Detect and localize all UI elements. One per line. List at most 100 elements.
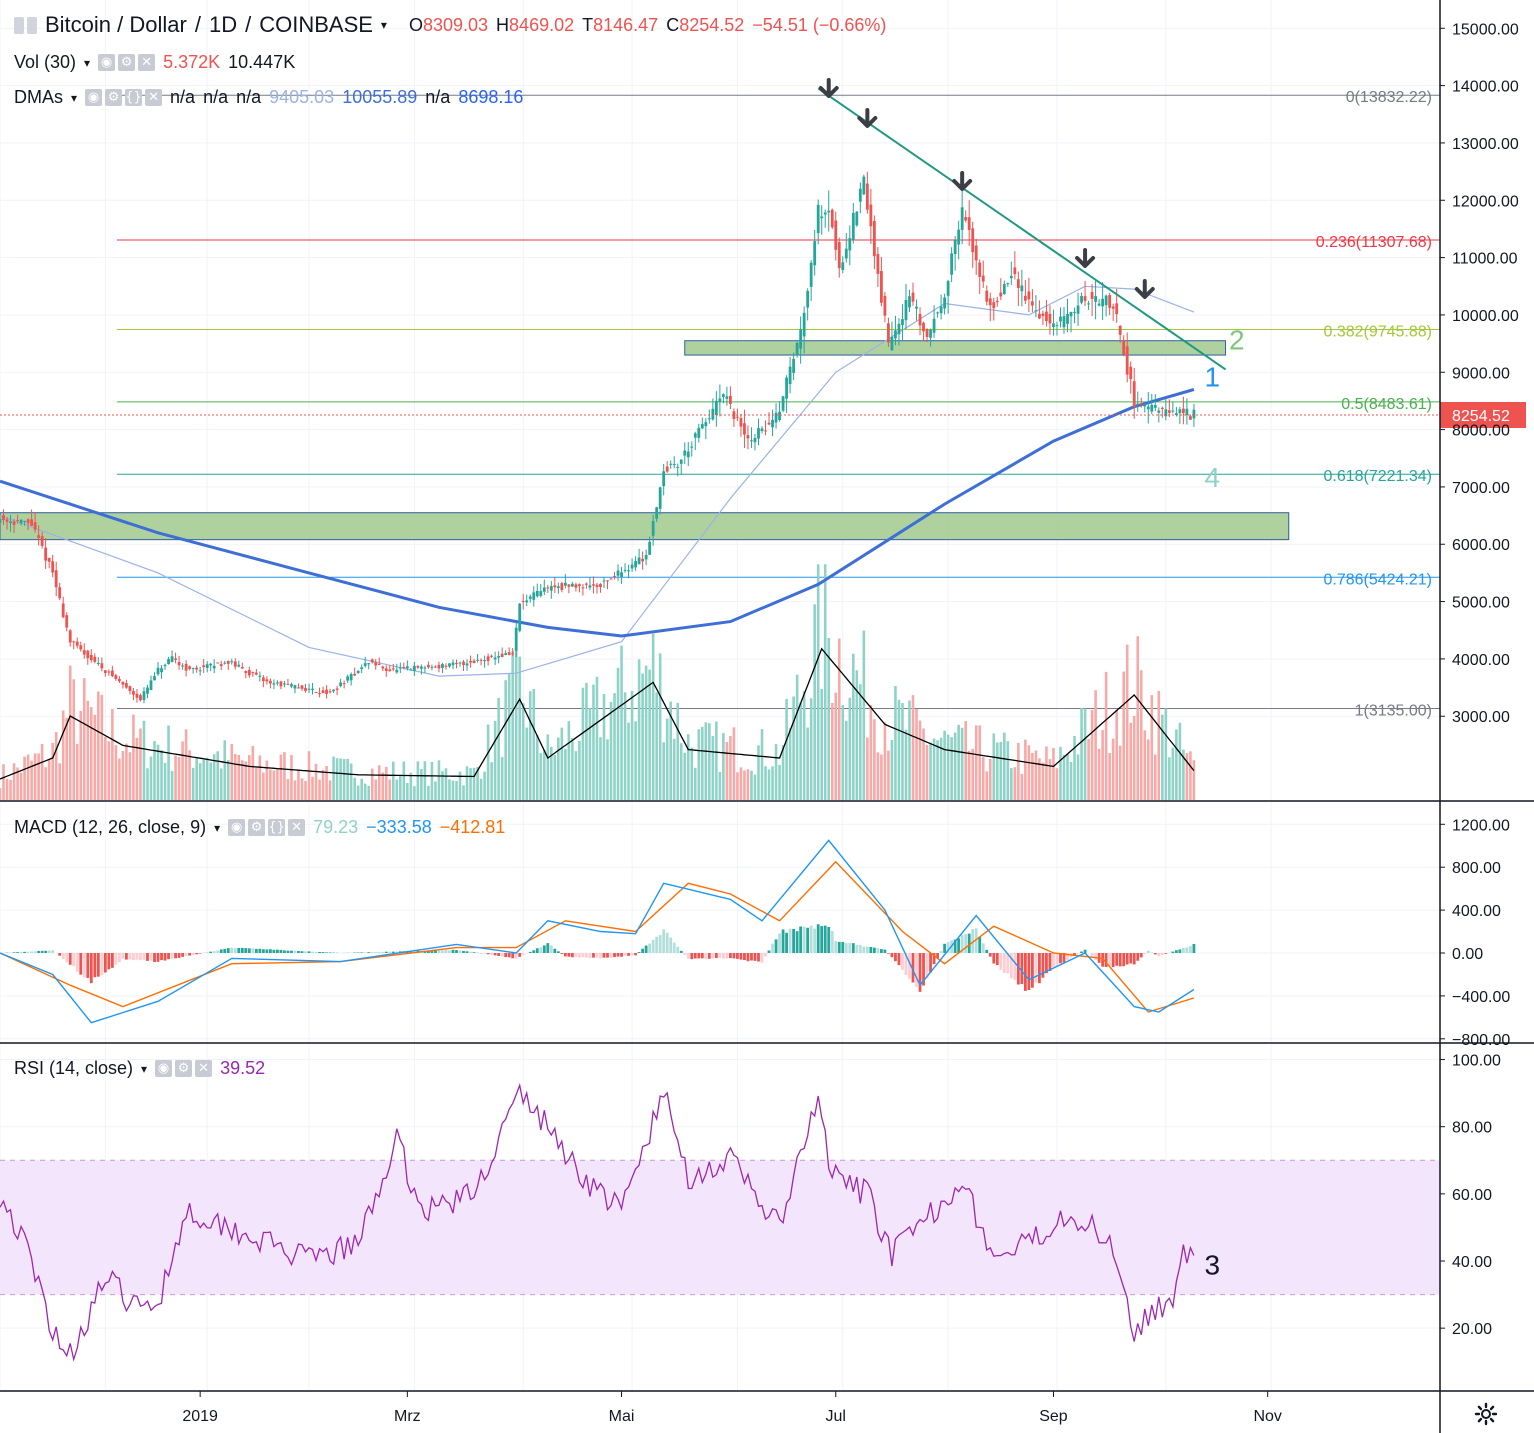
- macd-histogram-bar: [599, 953, 602, 959]
- volume-bar: [497, 697, 500, 800]
- candle-body: [837, 241, 841, 269]
- eye-icon[interactable]: ◉: [98, 54, 116, 71]
- candle-body: [149, 680, 153, 691]
- volume-bar: [297, 769, 300, 800]
- volume-bar: [198, 763, 202, 800]
- macd-histogram-bar: [500, 953, 504, 957]
- candle-body: [1059, 316, 1062, 322]
- candle-body: [388, 669, 392, 672]
- macd-histogram-bar: [567, 953, 571, 957]
- candle-body: [644, 554, 648, 560]
- symbol-icon: [14, 16, 37, 34]
- chevron-down-icon[interactable]: ▾: [71, 90, 78, 105]
- candle-body: [167, 658, 170, 665]
- code-icon[interactable]: {}: [125, 89, 143, 106]
- macd-histogram-bar: [251, 948, 255, 953]
- candle-body: [739, 418, 743, 427]
- candle-body: [198, 670, 202, 672]
- macd-histogram-bar: [1002, 953, 1006, 973]
- rsi-controls[interactable]: ◉ ⚙ ✕: [155, 1060, 213, 1077]
- symbol-name[interactable]: Bitcoin / Dollar: [45, 12, 187, 37]
- macd-histogram-bar: [560, 953, 564, 954]
- gear-icon[interactable]: ⚙: [118, 54, 136, 71]
- exchange[interactable]: COINBASE: [259, 12, 373, 37]
- volume-bar: [121, 751, 125, 800]
- chevron-down-icon[interactable]: ▾: [141, 1061, 148, 1076]
- candle-body: [1118, 326, 1122, 335]
- down-arrow-icon: [857, 108, 878, 128]
- chevron-down-icon[interactable]: ▾: [84, 55, 91, 70]
- volume-bar: [363, 783, 367, 800]
- candle-body: [764, 430, 767, 432]
- close-icon[interactable]: ✕: [145, 89, 163, 106]
- vol-controls[interactable]: ◉ ⚙ ✕: [98, 54, 156, 71]
- eye-icon[interactable]: ◉: [155, 1060, 173, 1077]
- volume-bar: [799, 702, 802, 800]
- candle-body: [707, 418, 711, 420]
- close-icon[interactable]: ✕: [288, 819, 306, 836]
- volume-bar: [525, 727, 529, 800]
- dmas-label[interactable]: DMAs: [14, 87, 63, 107]
- volume-bar: [764, 766, 767, 800]
- volume-bar: [795, 674, 799, 800]
- candle-body: [950, 253, 954, 275]
- volume-bar: [1024, 739, 1027, 800]
- candle-body: [486, 656, 490, 662]
- chevron-down-icon[interactable]: ▾: [214, 820, 221, 835]
- macd-histogram-bar: [851, 943, 855, 953]
- volume-bar: [360, 778, 363, 800]
- candle-body: [792, 358, 796, 373]
- macd-histogram-bar: [412, 950, 416, 953]
- macd-label[interactable]: MACD (12, 26, close, 9): [14, 817, 207, 837]
- rsi-label[interactable]: RSI (14, close): [14, 1058, 134, 1078]
- gear-icon[interactable]: ⚙: [248, 819, 266, 836]
- candle-body: [33, 522, 37, 530]
- eye-icon[interactable]: ◉: [85, 89, 103, 106]
- macd-histogram-bar: [153, 953, 156, 963]
- close-icon[interactable]: ✕: [138, 54, 156, 71]
- volume-bar: [111, 709, 114, 800]
- candle-body: [251, 672, 255, 674]
- volume-bar: [54, 732, 58, 800]
- gear-icon[interactable]: ⚙: [175, 1060, 193, 1077]
- volume-bar: [1143, 730, 1147, 800]
- candle-body: [1181, 408, 1185, 414]
- volume-bar: [1164, 708, 1168, 800]
- volume-bar: [216, 751, 220, 800]
- macd-histogram-bar: [160, 953, 163, 961]
- interval[interactable]: 1D: [208, 12, 238, 37]
- volume-bar: [181, 741, 184, 800]
- volume-bar: [402, 761, 406, 800]
- volume-bar: [901, 703, 904, 800]
- candle-body: [785, 377, 788, 399]
- macd-histogram-bar: [936, 953, 939, 959]
- volume-bar: [736, 772, 739, 800]
- macd-histogram-bar: [981, 943, 985, 953]
- code-icon[interactable]: {}: [268, 819, 286, 836]
- eye-icon[interactable]: ◉: [228, 819, 246, 836]
- close-icon[interactable]: ✕: [195, 1060, 213, 1077]
- macd-histogram-bar: [472, 952, 476, 953]
- fib-level-label: 0.382(9745.88): [1323, 323, 1432, 340]
- y-tick-label: 80.00: [1452, 1120, 1492, 1137]
- gear-icon[interactable]: ⚙: [105, 89, 123, 106]
- dmas-controls[interactable]: ◉ ⚙{} ✕: [85, 89, 163, 106]
- macd-histogram-bar: [655, 936, 659, 953]
- candle-body: [781, 396, 785, 411]
- macd-histogram-bar: [841, 941, 845, 953]
- volume-bar: [1069, 762, 1073, 800]
- candle-body: [655, 507, 659, 519]
- macd-controls[interactable]: ◉ ⚙{} ✕: [228, 819, 306, 836]
- chevron-down-icon[interactable]: ▾: [380, 18, 387, 32]
- macd-histogram-bar: [971, 929, 975, 953]
- candle-body: [1080, 295, 1083, 303]
- candle-body: [1045, 311, 1048, 321]
- volume-bar: [873, 719, 876, 800]
- vol-label[interactable]: Vol (30): [14, 52, 77, 72]
- candle-body: [497, 656, 501, 658]
- candle-body: [535, 590, 539, 597]
- settings-gear-icon[interactable]: [1474, 1402, 1498, 1426]
- candle-body: [349, 674, 353, 681]
- macd-hist-value: 79.23: [313, 817, 359, 837]
